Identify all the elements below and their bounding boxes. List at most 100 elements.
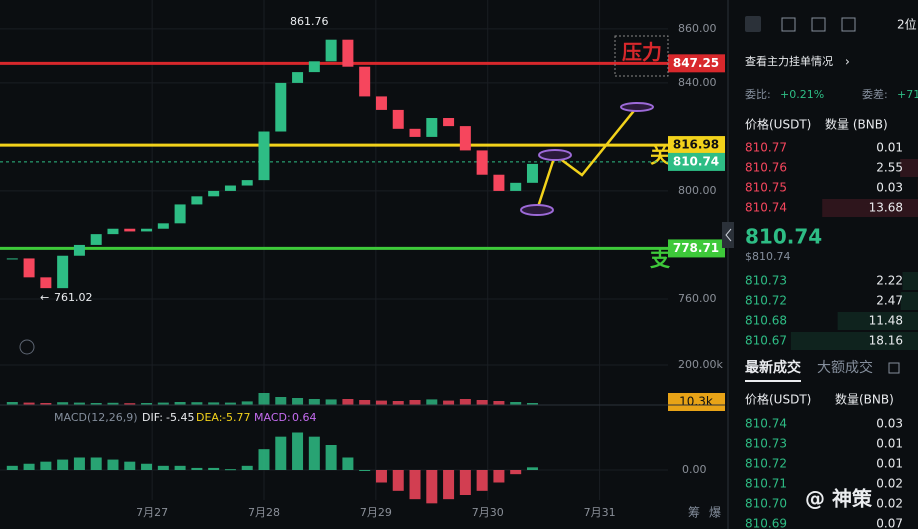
dea-value: -5.77 [222, 411, 250, 424]
macd-bar [73, 457, 85, 470]
tool-icon[interactable] [811, 17, 826, 32]
amount: 2.55 [876, 161, 903, 175]
precision[interactable]: 2位 [897, 17, 917, 32]
checkbox[interactable] [888, 362, 900, 374]
macd-bar [526, 467, 538, 470]
price: 810.75 [745, 181, 787, 195]
price: 810.74 [745, 201, 787, 215]
tab[interactable]: 最新成交 [745, 359, 801, 376]
collapse-icon [725, 228, 732, 242]
macd-bar [342, 457, 354, 470]
amount: 0.02 [876, 497, 903, 511]
dif-label: DIF: [142, 411, 163, 424]
header: 数量 (BNB) [825, 117, 888, 132]
candle [6, 258, 18, 260]
candle [40, 277, 52, 289]
candle [359, 66, 371, 97]
annotation-box [614, 35, 669, 77]
macd-label: MACD(12,26,9) [54, 411, 138, 424]
candle [426, 118, 438, 137]
candle [510, 182, 522, 191]
macd-bar [141, 463, 153, 470]
x-tick-label: 7月30 [472, 506, 504, 519]
candle [292, 72, 304, 83]
amount: 13.68 [869, 201, 903, 215]
volume-bar [510, 402, 522, 405]
volume-bar [6, 402, 18, 405]
tool-icon[interactable] [841, 17, 856, 32]
volume-bar [308, 399, 320, 405]
y-tick-label: 0.00 [682, 463, 707, 476]
marker [520, 204, 554, 216]
amount: 0.03 [876, 181, 903, 195]
macd-bar [510, 470, 522, 475]
link[interactable]: 查看主力挂单情况 [745, 54, 833, 68]
macd-bar [174, 465, 186, 470]
price: 810.70 [745, 497, 787, 511]
candle [174, 204, 186, 224]
tool-icon[interactable] [745, 16, 761, 32]
x-tick-label: 7月28 [248, 506, 280, 519]
candle [23, 258, 35, 278]
price: 810.76 [745, 161, 787, 175]
volume-bar [359, 400, 371, 405]
amount: 0.01 [876, 437, 903, 451]
volume-bar [40, 403, 52, 405]
x-tick-label: 7月29 [360, 506, 392, 519]
depth-bar [790, 332, 918, 350]
macd-bar [459, 470, 471, 495]
diff: +71 [897, 88, 918, 101]
price: 810.68 [745, 314, 787, 328]
link-arrow: › [845, 55, 850, 69]
candle [90, 234, 102, 245]
candle [325, 39, 337, 62]
corner-label[interactable]: 筹 [688, 506, 700, 520]
volume-bar [342, 399, 354, 405]
level-label: 压力 [622, 40, 662, 64]
macd-bar [23, 463, 35, 470]
macd-bar [191, 467, 203, 470]
amount: 2.47 [876, 294, 903, 308]
volume-bar [57, 402, 69, 405]
macd-bar [57, 459, 69, 470]
volume-tag [668, 393, 725, 411]
trade-header: 价格(USDT) [745, 392, 811, 407]
order-book: 810.77 0.01 810.76 2.55 810.75 0.03 810.74 13.6… [745, 139, 918, 529]
watermark: @ 神策 [805, 487, 873, 511]
price: 810.77 [745, 141, 787, 155]
price: 810.72 [745, 294, 787, 308]
candle [241, 180, 253, 186]
corner-label[interactable]: 爆 [709, 506, 721, 520]
x-tick-label: 7月31 [584, 506, 616, 519]
y-tick-label: 760.00 [678, 292, 717, 305]
mid-price: 810.74 [745, 225, 822, 249]
projection-line [535, 106, 638, 211]
price-tag-label: 810.74 [673, 154, 719, 168]
volume-bar [141, 403, 153, 405]
amount: 2.22 [876, 274, 903, 288]
candle [443, 118, 455, 127]
price: 810.73 [745, 274, 787, 288]
tab[interactable]: 大额成交 [817, 359, 873, 376]
low-label: 761.02 [54, 291, 93, 304]
volume-bar [443, 400, 455, 405]
macd-bar [107, 459, 119, 470]
macd-bar [208, 467, 220, 470]
tool-icon[interactable] [781, 17, 796, 32]
depth-bar [902, 272, 918, 290]
volume-bar [459, 399, 471, 405]
marker [538, 149, 572, 161]
candle [224, 185, 236, 191]
nav-icon[interactable] [19, 339, 35, 355]
macd-bar [90, 457, 102, 470]
volume-bar [241, 401, 253, 405]
macd-bar [292, 432, 304, 470]
macd-value: 0.64 [292, 411, 317, 424]
macd-bar [124, 461, 136, 470]
collapse-button[interactable] [722, 222, 734, 248]
macd-name: MACD: [254, 411, 291, 424]
low-arrow: ← [40, 291, 49, 304]
price-tag [668, 152, 725, 171]
